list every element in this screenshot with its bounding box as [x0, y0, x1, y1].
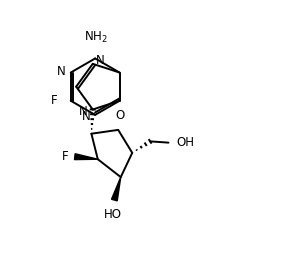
Text: N: N	[82, 110, 90, 123]
Text: N: N	[79, 105, 88, 118]
Text: NH$_2$: NH$_2$	[84, 30, 108, 45]
Text: F: F	[61, 150, 68, 163]
Text: O: O	[115, 109, 124, 122]
Text: N: N	[57, 65, 66, 78]
Text: F: F	[51, 94, 57, 107]
Text: N: N	[96, 54, 105, 67]
Text: OH: OH	[177, 136, 195, 149]
Polygon shape	[112, 177, 121, 201]
Polygon shape	[75, 154, 98, 160]
Text: HO: HO	[104, 208, 122, 221]
